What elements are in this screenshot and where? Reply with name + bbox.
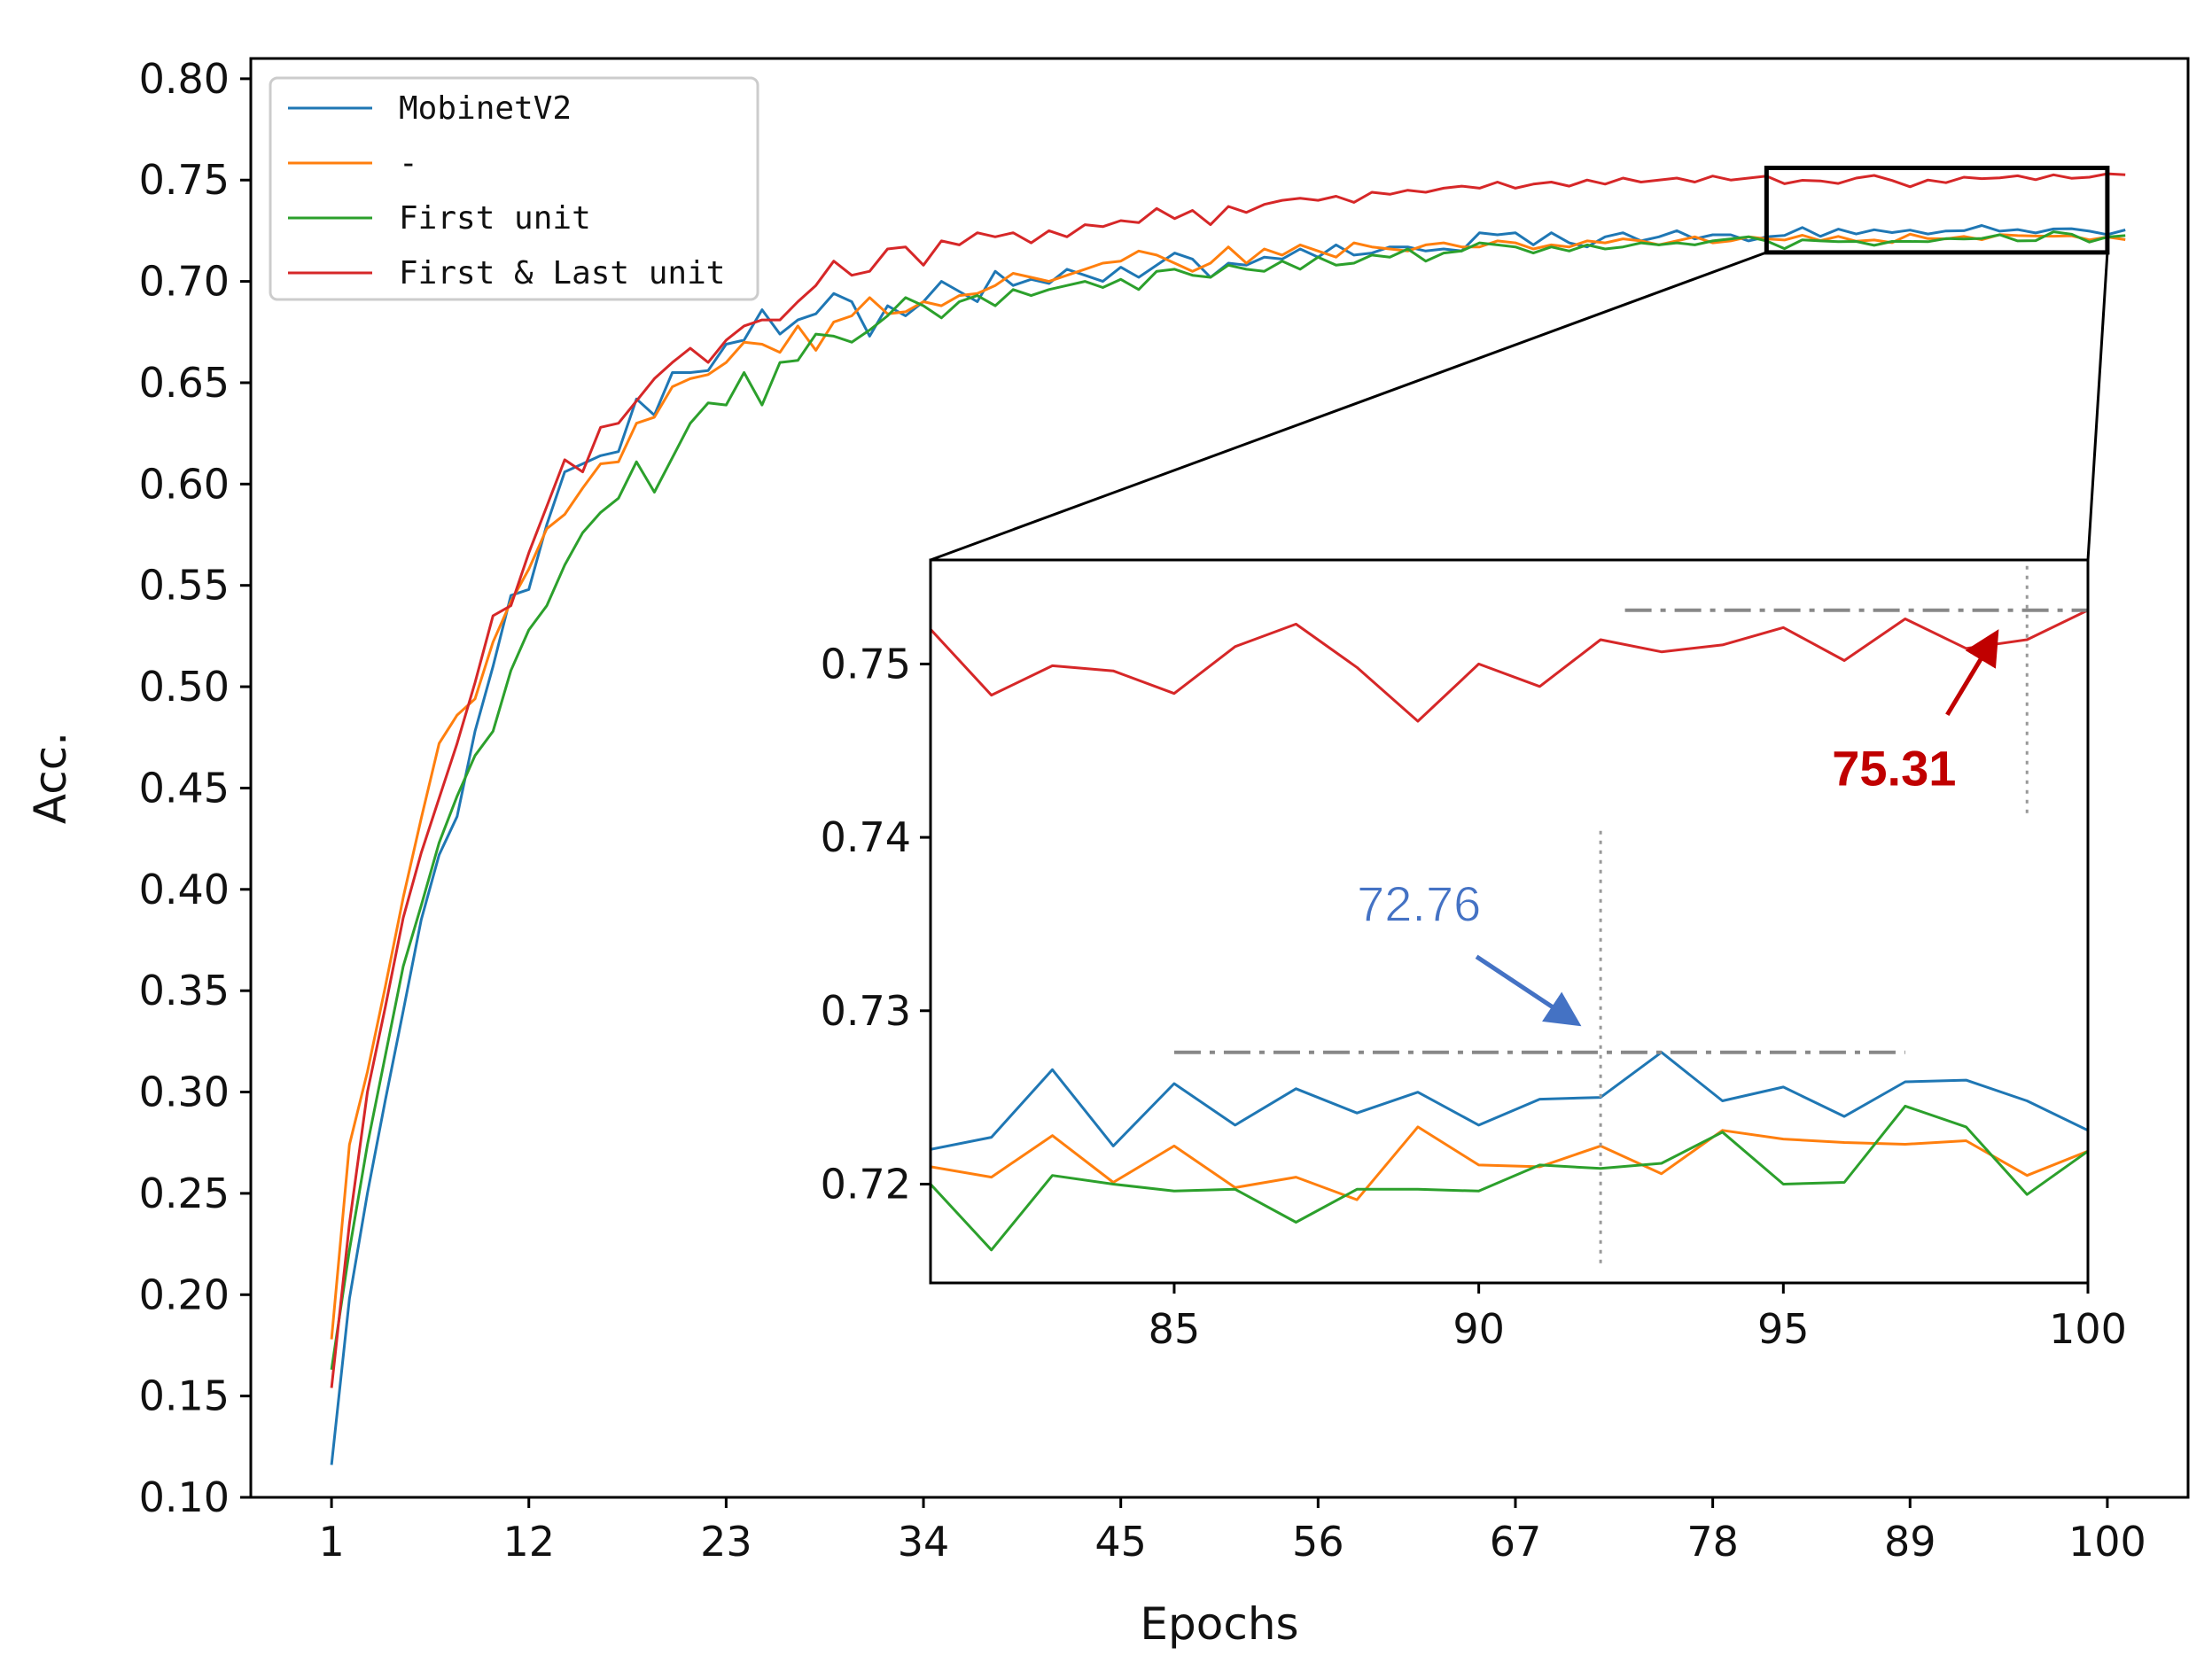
y-tick-label: 0.50 (139, 663, 230, 711)
inset-x-tick-label: 90 (1453, 1305, 1505, 1353)
legend-label-2: First unit (399, 200, 591, 237)
inset-series-line-3 (931, 609, 2088, 723)
annotation-arrow-1 (1945, 629, 1999, 717)
y-tick-label: 0.25 (139, 1170, 230, 1217)
inset-series-line-1 (931, 1125, 2088, 1201)
inset-background (931, 560, 2088, 1283)
x-tick-label: 45 (1094, 1518, 1147, 1566)
y-tick-label: 0.40 (139, 866, 230, 913)
legend-label-3: First & Last unit (399, 255, 725, 291)
inset-lines (931, 608, 2088, 1252)
x-axis-title: Epochs (1140, 1598, 1298, 1650)
x-tick-label: 1 (318, 1518, 344, 1566)
x-tick-label: 78 (1686, 1518, 1739, 1566)
zoom-connector-right (2086, 252, 2109, 561)
legend-label-0: MobinetV2 (399, 90, 572, 127)
x-tick-label: 67 (1490, 1518, 1542, 1566)
inset-x-tick-label: 85 (1149, 1305, 1201, 1353)
series-line-1 (330, 232, 2126, 1340)
x-tick-label: 23 (700, 1518, 752, 1566)
annotation-label-0: 72.76 (1357, 876, 1481, 932)
inset-x-tick-label: 95 (1757, 1305, 1810, 1353)
inset-y-tick-label: 0.74 (821, 813, 911, 861)
inset-y-tick-label: 0.73 (821, 987, 911, 1035)
y-tick-label: 0.15 (139, 1372, 230, 1420)
inset-y-tick-label: 0.75 (821, 640, 911, 688)
inset-plot: 0.72 0.73 0.74 0.75 85 90 95 100 72.76 75.31 (821, 558, 2127, 1353)
y-tick-label: 0.65 (139, 359, 230, 407)
x-tick-label: 12 (502, 1518, 555, 1566)
y-tick-label: 0.60 (139, 460, 230, 508)
zoom-connector-left (930, 251, 1767, 562)
x-tick-label: 100 (2068, 1518, 2146, 1566)
inset-series-line-0 (931, 1051, 2088, 1151)
y-tick-label: 0.75 (139, 156, 230, 204)
legend-box (269, 76, 759, 301)
inset-y-tick-label: 0.72 (821, 1160, 911, 1208)
x-tick-label: 56 (1292, 1518, 1344, 1566)
y-axis-title: Acc. (25, 732, 76, 824)
series-line-0 (330, 224, 2126, 1465)
inset-series-line-2 (931, 1104, 2088, 1252)
x-tick-label: 89 (1884, 1518, 1936, 1566)
y-tick-label: 0.30 (139, 1069, 230, 1116)
series-line-3 (330, 172, 2126, 1388)
legend-label-1: - (399, 145, 418, 182)
y-tick-label: 0.80 (139, 55, 230, 103)
y-tick-label: 0.35 (139, 967, 230, 1014)
inset-x-tick-label: 100 (2049, 1305, 2127, 1353)
zoom-box (1764, 166, 2110, 255)
annotation-arrow-0 (1475, 954, 1582, 1027)
y-tick-label: 0.10 (139, 1473, 230, 1521)
y-tick-label: 0.20 (139, 1271, 230, 1318)
x-tick-label: 34 (898, 1518, 950, 1566)
annotation-label-1: 75.31 (1832, 741, 1956, 797)
y-tick-label: 0.45 (139, 764, 230, 812)
legend: MobinetV2 - First unit First & Last unit (269, 76, 759, 301)
main-axes-frame (249, 57, 2190, 1499)
series-line-2 (330, 230, 2126, 1371)
y-tick-label: 0.70 (139, 258, 230, 306)
zoom-connector (930, 166, 2110, 562)
main-plot: 0.10 0.15 0.20 0.25 0.30 0.35 0.40 0.45 0.50 0.55… (139, 55, 2190, 1566)
y-tick-label: 0.55 (139, 562, 230, 610)
inset-axes-frame (929, 558, 2090, 1285)
